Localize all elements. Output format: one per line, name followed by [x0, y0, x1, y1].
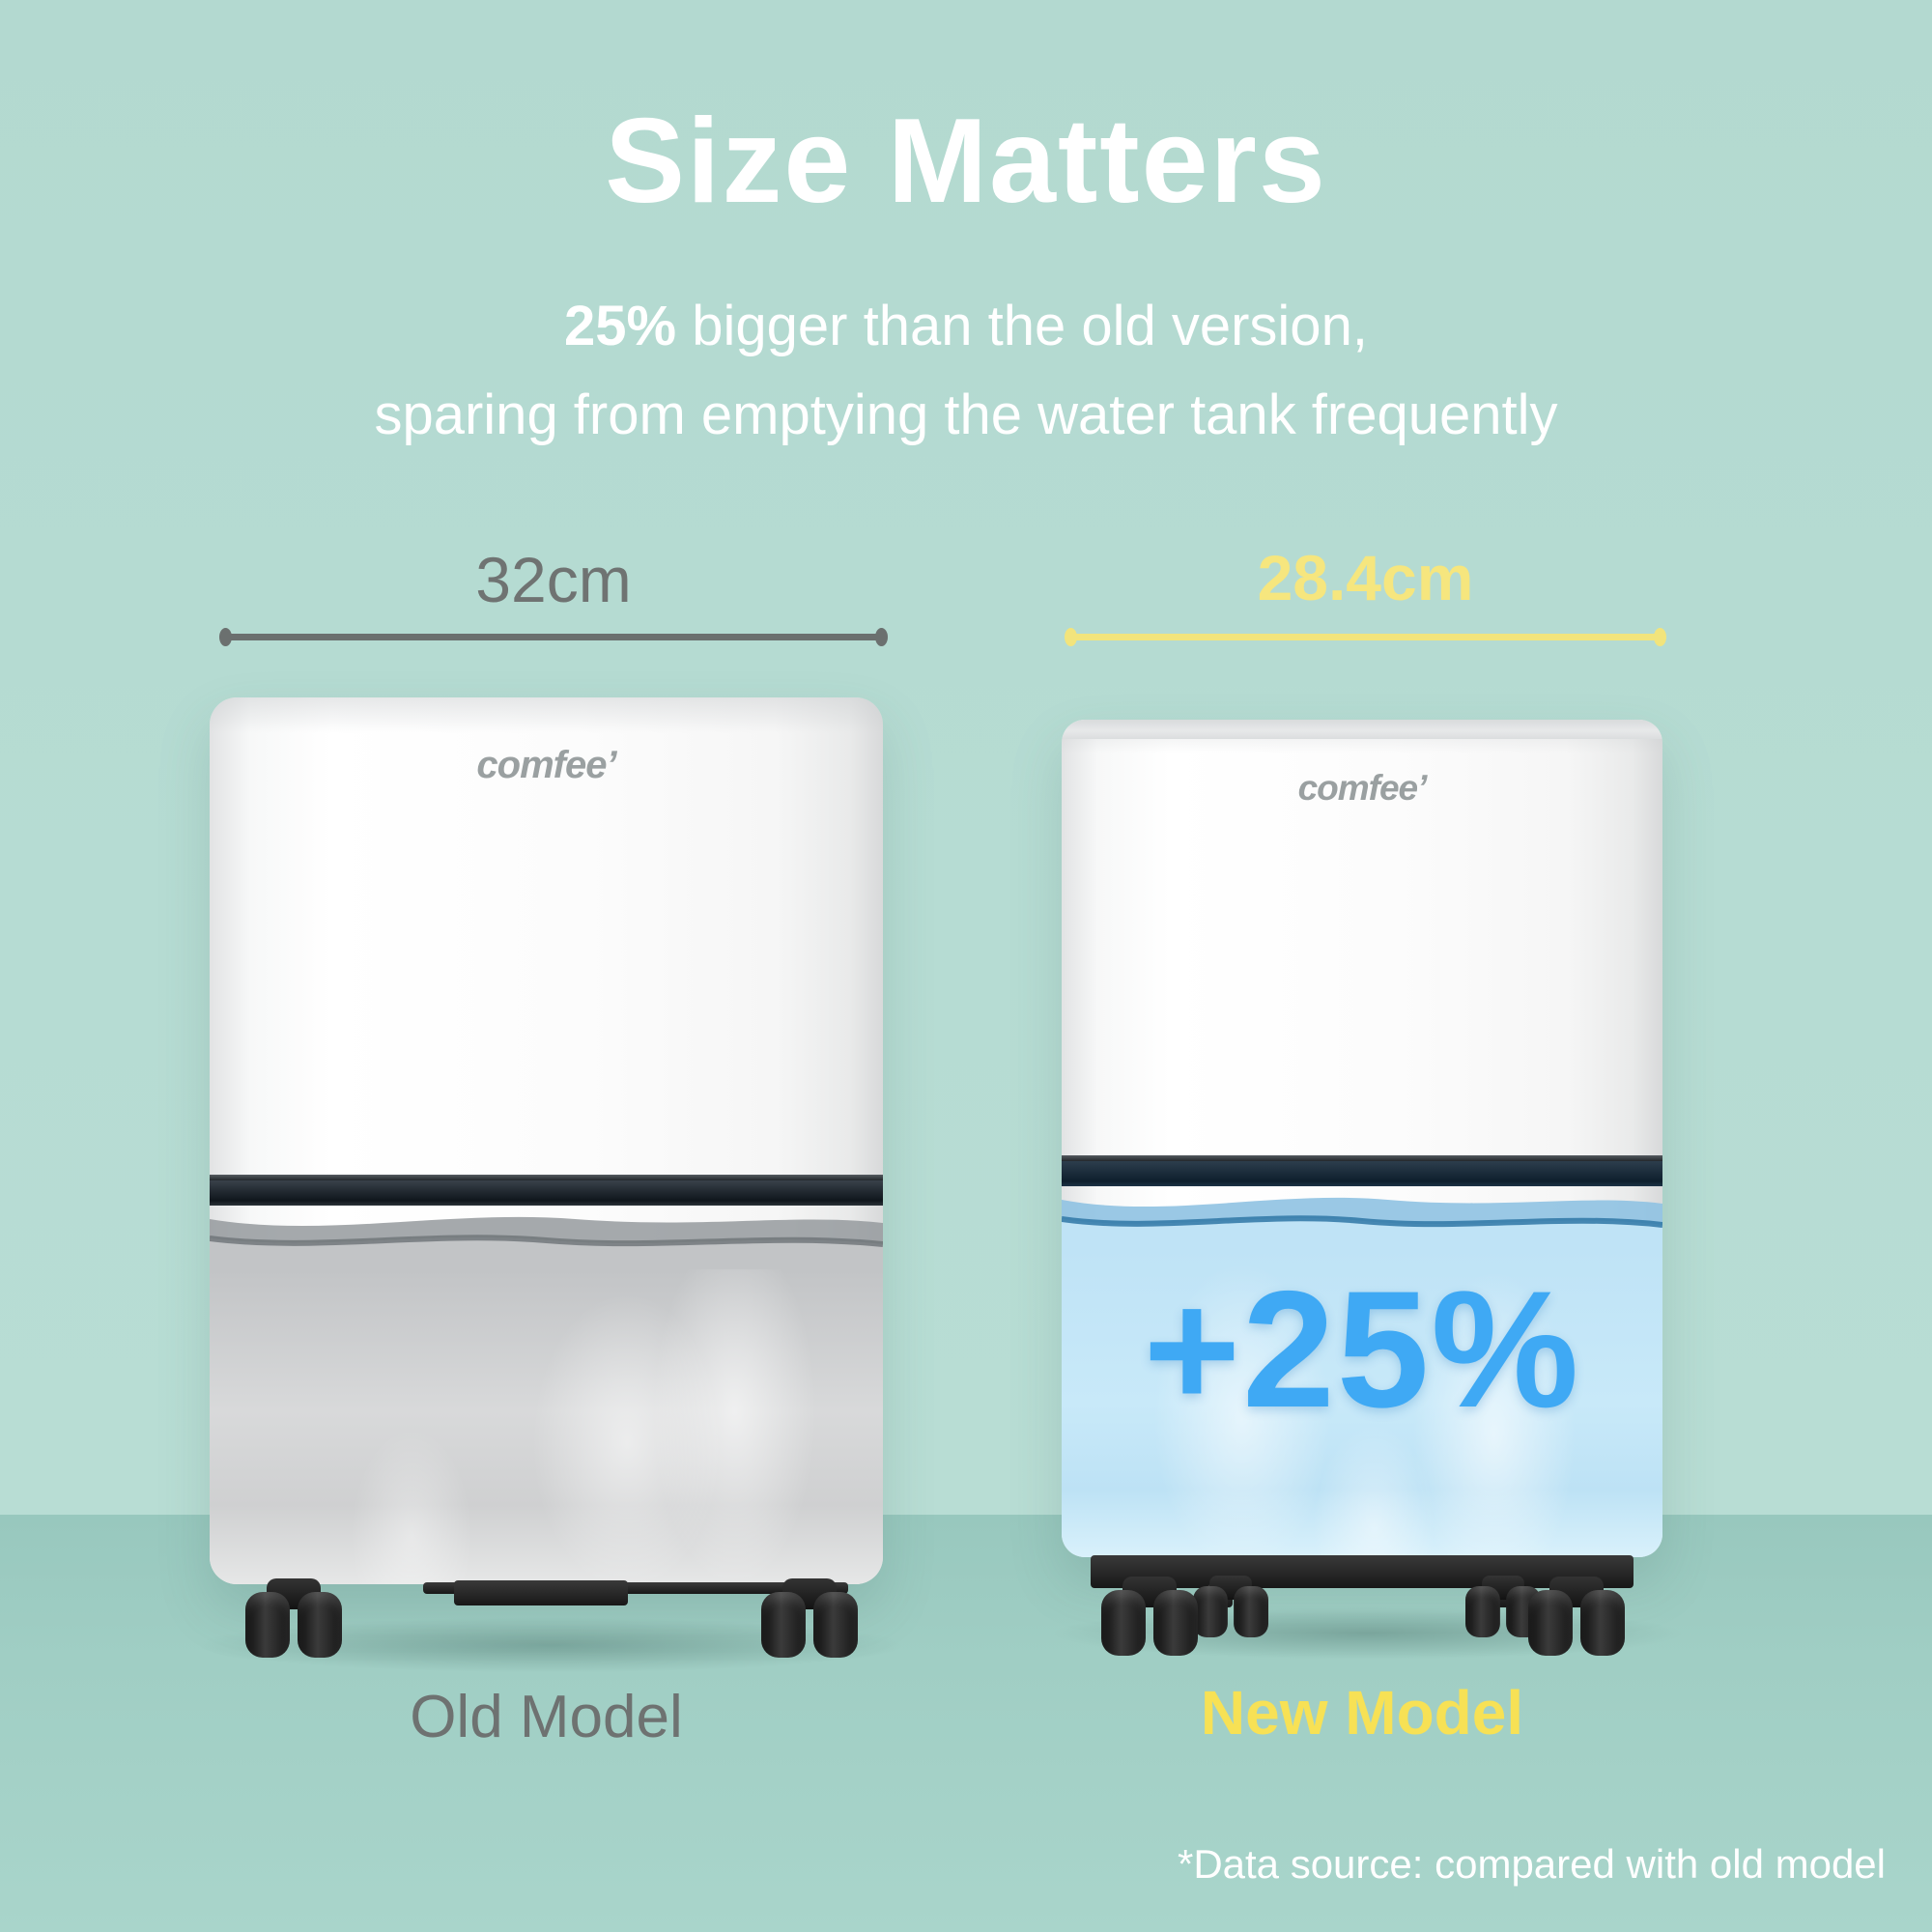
- caster-wheel: [240, 1578, 348, 1658]
- old-model-label: Old Model: [410, 1684, 683, 1750]
- new-width-label: 28.4cm: [1257, 542, 1474, 613]
- caster-wheel-right: [1234, 1585, 1268, 1637]
- new-model-base-plate: [1091, 1555, 1634, 1588]
- subtitle-emphasis: 25%: [564, 295, 677, 357]
- page-title: Size Matters: [605, 95, 1327, 228]
- old-width-label: 32cm: [475, 544, 632, 615]
- old-model-product: comfee’: [210, 697, 883, 1584]
- new-model-label: New Model: [1200, 1678, 1524, 1747]
- caster-wheel-right: [813, 1592, 858, 1658]
- caster-wheel-left: [245, 1592, 290, 1658]
- new-model-product: comfee’ +25%: [1062, 720, 1662, 1557]
- caster-wheel: [755, 1578, 864, 1658]
- old-model-water-tank: [210, 1180, 883, 1584]
- old-tank-waterline-shadow: [210, 1180, 883, 1206]
- caster-wheel-left: [1193, 1585, 1228, 1637]
- caster-wheel-left: [1465, 1585, 1500, 1637]
- subtitle-line-2: sparing from emptying the water tank fre…: [374, 384, 1558, 446]
- capacity-gain-text: +25%: [1143, 1257, 1581, 1442]
- caster-wheel: [1095, 1577, 1204, 1656]
- new-tank-waterline-shadow: [1062, 1161, 1662, 1186]
- new-model-water-tank: +25%: [1062, 1161, 1662, 1557]
- new-tank-water-surface: [1062, 1197, 1662, 1250]
- caster-wheel-left: [1101, 1590, 1146, 1656]
- caster-wheel-right: [298, 1592, 342, 1658]
- subtitle-line-1: 25% bigger than the old version,: [564, 295, 1368, 357]
- old-width-measure-line: [219, 628, 888, 646]
- caster-wheel-right: [1153, 1590, 1198, 1656]
- old-tank-water: [210, 1269, 883, 1584]
- data-source-footnote: *Data source: compared with old model: [1177, 1841, 1886, 1887]
- subtitle: 25% bigger than the old version, sparing…: [0, 282, 1932, 460]
- caster-wheel: [1522, 1577, 1631, 1656]
- caster-wheel: [1188, 1576, 1272, 1637]
- old-model-brand-logo: comfee’: [476, 744, 616, 786]
- old-tank-water-surface: [210, 1216, 883, 1269]
- new-width-measure-line: [1065, 628, 1666, 646]
- old-model-tank-seam: [210, 1175, 883, 1180]
- subtitle-rest: bigger than the old version,: [676, 295, 1368, 357]
- new-model-tank-seam: [1062, 1155, 1662, 1161]
- caster-wheel-left: [1528, 1590, 1573, 1656]
- new-model-brand-logo: comfee’: [1297, 768, 1428, 808]
- old-model-base-box: [454, 1580, 628, 1605]
- new-model-top-cap: [1062, 720, 1662, 739]
- new-tank-water: [1062, 1250, 1662, 1557]
- caster-wheel-left: [761, 1592, 806, 1658]
- caster-wheel-right: [1580, 1590, 1625, 1656]
